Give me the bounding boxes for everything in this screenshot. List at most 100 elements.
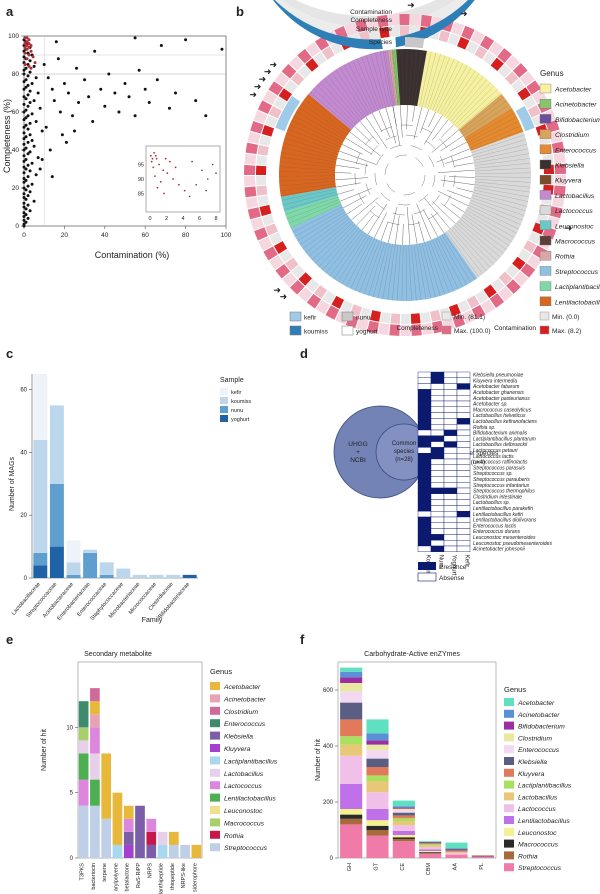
f-plot-y-tick-label: 0 (330, 856, 334, 862)
leaf-line (458, 92, 501, 130)
d-heat-cell (417, 499, 432, 506)
contamination-cell (400, 324, 411, 336)
leaf-line (474, 172, 531, 174)
a-point-black (46, 76, 50, 80)
f-plot-bar-segment (419, 851, 442, 853)
ring-label-species: Species (369, 39, 393, 46)
sample-type-kefir (515, 106, 535, 132)
contamination-cell (355, 19, 368, 33)
genus-legend-label: Acetobacter (554, 87, 592, 94)
leaf-line (387, 244, 396, 300)
a-inset-frame (145, 145, 221, 213)
e-legend-label: Rothia (224, 833, 244, 840)
sample-legend-swatch (289, 311, 302, 322)
leaf-line (354, 239, 378, 291)
novel-label-line2: (n=4) (471, 460, 485, 466)
a-inset-point-black (211, 163, 214, 166)
leaf-line (313, 88, 355, 127)
tree-branch (456, 187, 473, 193)
tree-branch (407, 206, 411, 245)
leaf-line (363, 241, 383, 295)
d-species-label: Streptococcus parasuis (473, 465, 525, 471)
leaf-line (470, 199, 523, 221)
d-heat-cell (417, 423, 432, 431)
venn-center-line2: species (394, 449, 414, 455)
f-legend-swatch (504, 709, 514, 718)
completeness-cell (262, 214, 275, 226)
leaf-line (452, 226, 491, 268)
leaf-line (469, 125, 522, 148)
leaf-line (457, 220, 501, 258)
f-legend-swatch (504, 780, 514, 789)
leaf-line (337, 234, 368, 282)
d-species-label: Acetobacter pasteurianus (472, 396, 530, 402)
a-point-black (30, 112, 34, 116)
a-point-red (33, 61, 37, 65)
a-point-black (24, 207, 28, 211)
d-heat-cell (456, 447, 471, 454)
d-heat-cell (430, 505, 445, 512)
contamination-cell (244, 186, 257, 198)
contamination-cell (263, 246, 278, 261)
tree-branch (336, 182, 361, 188)
leaf-line (450, 228, 487, 272)
d-species-label: Leuconostoc pseudomesenteroides (473, 541, 552, 547)
contamination-cell (526, 80, 541, 95)
c-legend-label: kefir (231, 390, 242, 396)
a-point-black (83, 78, 87, 82)
leaf-line (429, 240, 450, 293)
completeness-cell (298, 272, 312, 286)
species-sector-lactobacillus (308, 50, 396, 131)
e-plot-bar-segment (90, 779, 100, 806)
a-point-black (26, 114, 30, 118)
tree-branch (378, 110, 390, 138)
f-plot-bar-segment (445, 850, 468, 852)
species-sector-streptococcus (290, 204, 478, 302)
f-plot-bar-segment (471, 856, 494, 858)
x-axis-label: Contamination (%) (95, 250, 170, 260)
f-plot-bar-segment (419, 847, 442, 850)
e-legend-label: Lactiplantibacillus (224, 758, 278, 765)
c-bar-segment (33, 565, 48, 578)
a-point-red (29, 66, 33, 70)
leaf-line (474, 184, 530, 193)
leaf-line (283, 194, 338, 210)
leaf-line (320, 81, 359, 124)
a-point-red (23, 63, 27, 66)
f-legend-label: Lentilactobacillus (518, 818, 570, 825)
leaf-line (315, 224, 356, 264)
d-heat-cell (430, 389, 445, 396)
leaf-line (448, 229, 484, 275)
d-heat-cell (430, 539, 445, 547)
e-legend-swatch (210, 830, 220, 839)
a-point-black (22, 95, 26, 99)
contamination-cell (553, 185, 566, 197)
c-legend-label: koumiss (231, 399, 251, 405)
contamination-cell (250, 120, 264, 134)
f-title: Carbohydrate-Active enZYmes (364, 651, 460, 658)
a-point-black (58, 110, 62, 114)
a-inset-point-black (201, 169, 203, 172)
leaf-line (466, 207, 517, 234)
a-point-black (54, 40, 58, 44)
contamination-cell (268, 81, 284, 96)
a-point-black (64, 140, 68, 144)
d-heat-cell (443, 418, 458, 425)
sample-legend-label: koumiss (304, 329, 329, 336)
leaf-line (474, 158, 530, 166)
d-heat-cell (430, 395, 445, 402)
f-plot-bar-segment (392, 807, 415, 809)
contamination-cell (506, 279, 521, 294)
leaf-line (307, 95, 351, 132)
d-heat-cell (443, 400, 458, 408)
a-inset-point-red (153, 152, 156, 154)
a-point-black (28, 190, 32, 194)
tree-branch (361, 215, 374, 231)
c-bar-segment (33, 552, 48, 566)
e-plot-y-tick-label: 10 (66, 725, 73, 731)
leaf-line (375, 52, 389, 107)
a-point-red (25, 36, 29, 40)
completeness-cell (490, 57, 504, 72)
e-plot-x-tick-label: terpene (102, 863, 108, 882)
leaf-line (413, 244, 422, 300)
